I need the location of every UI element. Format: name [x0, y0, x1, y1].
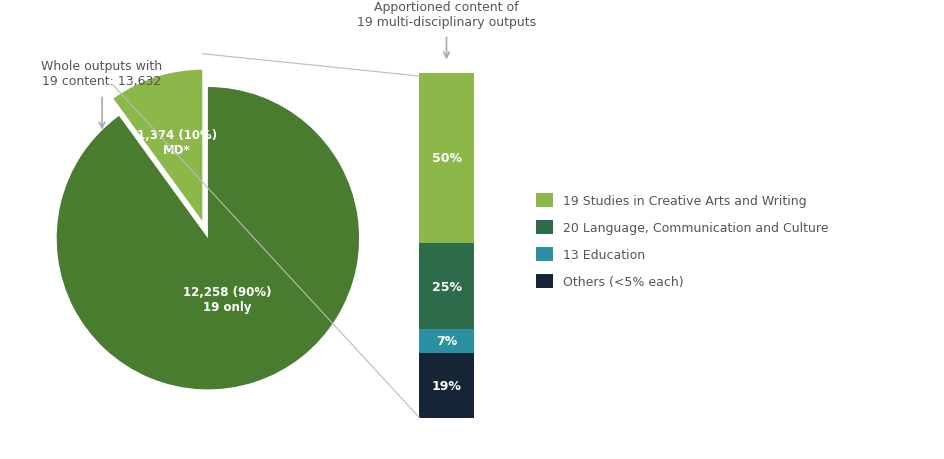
Bar	[419, 244, 473, 329]
Legend: 19 Studies in Creative Arts and Writing, 20 Language, Communication and Culture,: 19 Studies in Creative Arts and Writing,…	[531, 189, 833, 293]
Bar	[419, 353, 473, 418]
Text: 50%: 50%	[431, 152, 461, 165]
Bar	[419, 329, 473, 353]
Text: 1,374 (10%)
MD*: 1,374 (10%) MD*	[136, 129, 216, 157]
Wedge shape	[57, 88, 359, 390]
Wedge shape	[113, 71, 202, 221]
Text: Whole outputs with
19 content: 13,632: Whole outputs with 19 content: 13,632	[42, 60, 162, 88]
Text: 19%: 19%	[431, 379, 461, 392]
Text: Apportioned content of
19 multi-disciplinary outputs: Apportioned content of 19 multi-discipli…	[357, 1, 535, 28]
Text: 7%: 7%	[435, 335, 457, 347]
Text: 25%: 25%	[431, 280, 461, 293]
Text: 12,258 (90%)
19 only: 12,258 (90%) 19 only	[183, 285, 272, 313]
Bar	[419, 73, 473, 244]
